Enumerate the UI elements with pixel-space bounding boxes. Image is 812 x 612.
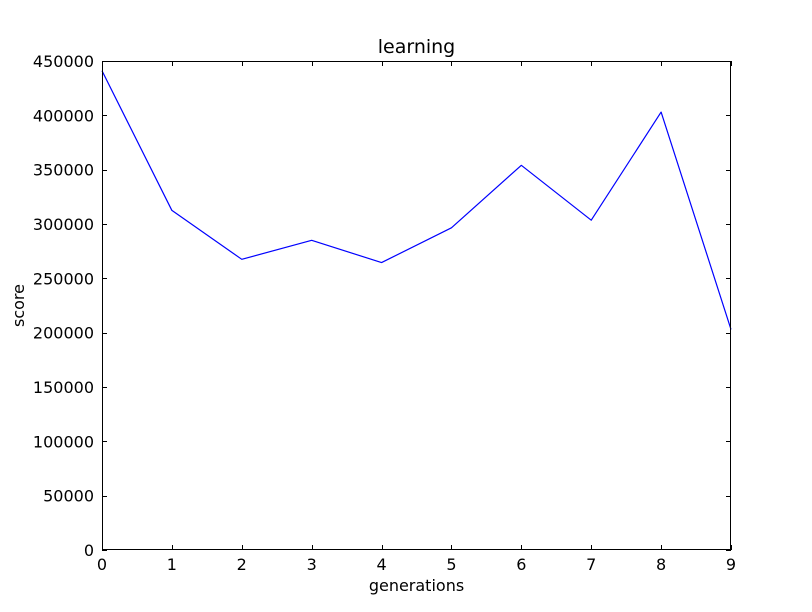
chart-title: learning: [378, 36, 456, 58]
x-tick-label: 7: [586, 555, 596, 574]
y-tick-label: 150000: [33, 378, 94, 397]
y-tick-label: 50000: [43, 487, 94, 506]
x-tick-label: 8: [656, 555, 666, 574]
x-axis-label: generations: [369, 576, 464, 595]
y-tick-label: 450000: [33, 52, 94, 71]
series-line: [101, 70, 732, 330]
series-group: [101, 70, 732, 330]
y-tick-label: 100000: [33, 432, 94, 451]
y-tick-label: 250000: [33, 269, 94, 288]
y-axis: 0 50000 100000 150000 200000 250000 300000 3500…: [33, 52, 731, 560]
x-tick-label: 3: [307, 555, 317, 574]
x-tick-label: 1: [167, 555, 177, 574]
y-tick-label: 0: [84, 541, 94, 560]
x-tick-label: 6: [516, 555, 526, 574]
plot-frame: [102, 61, 731, 550]
x-tick-label: 5: [446, 555, 456, 574]
y-tick-label: 400000: [33, 106, 94, 125]
plot-area: [102, 61, 731, 550]
x-tick-label: 4: [376, 555, 386, 574]
y-tick-label: 300000: [33, 215, 94, 234]
x-tick-label: 0: [97, 555, 107, 574]
y-axis-label: score: [9, 284, 28, 327]
x-tick-label: 2: [237, 555, 247, 574]
x-tick-label: 9: [726, 555, 736, 574]
y-tick-label: 200000: [33, 324, 94, 343]
y-tick-label: 350000: [33, 161, 94, 180]
